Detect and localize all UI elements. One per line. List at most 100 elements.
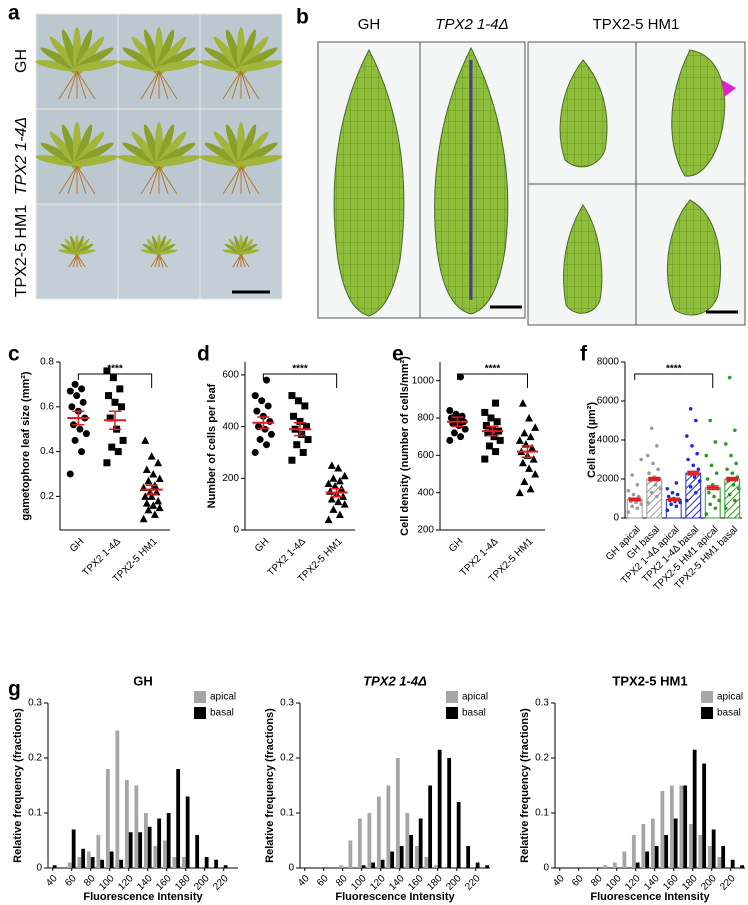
point [670,490,675,495]
bar [143,813,148,868]
point [263,376,271,384]
x-tick-label: 120 [368,873,388,893]
point [141,492,150,500]
x-tick-label: 140 [387,873,407,893]
bar [119,859,124,868]
error-bar [486,425,499,437]
bar [654,846,659,868]
point [705,477,710,481]
point [518,399,527,407]
bar [96,835,101,868]
y-tick-label: 200 [417,525,434,536]
rhizoid [58,165,78,195]
panel-label: a [8,2,20,25]
y-tick-label: 0.3 [28,698,42,709]
point [690,444,694,448]
rhizoid [158,165,169,195]
bar [357,818,362,868]
y-tick-label: 0.4 [40,446,54,457]
bar [100,859,105,868]
point [261,425,269,433]
row-label: TPX2-5 HM1 [13,205,30,298]
bar [386,785,391,868]
y-axis-label: Cell density (number of cells/mm²) [399,356,411,536]
row-label: GH [13,49,30,73]
rhizoid [240,165,260,195]
point [646,500,650,505]
rhizoid [158,70,178,100]
y-tick-label: 4000 [597,435,620,446]
x-tick-label: 120 [116,873,136,893]
rhizoid [158,165,178,195]
x-tick-label: 160 [406,873,426,893]
x-tick-label: 200 [699,873,719,893]
point [457,433,465,441]
point [526,432,535,441]
point [665,508,670,512]
point [655,444,659,448]
bar [679,785,684,868]
x-tick-label: 180 [425,873,445,893]
rhizoid [158,70,169,100]
bar [437,749,442,868]
moss-leaf [238,249,260,255]
bar [692,749,697,868]
bar [176,769,181,868]
bar [485,865,490,868]
x-tick-label: 100 [604,873,624,893]
point [520,428,529,437]
significance-label: **** [485,364,501,375]
point [713,440,718,444]
rhizoid [154,254,160,268]
point [103,459,111,467]
point [651,461,655,466]
point [675,492,680,497]
point [266,417,274,425]
y-tick-label: 6000 [597,396,620,407]
error-bar [72,410,85,426]
arrowhead [722,80,736,97]
bar [338,865,343,868]
point [296,417,304,425]
point [725,467,729,472]
bar [138,832,143,868]
point [142,465,151,474]
point [334,497,343,506]
point [119,436,127,444]
moss-leaf [235,60,283,72]
y-tick-label: 600 [222,370,239,381]
rhizoid [236,254,242,268]
point [482,421,490,429]
bar [424,857,429,868]
point [685,498,689,503]
x-tick-label: 160 [154,873,174,893]
point [492,399,500,407]
bar [204,857,209,868]
point [665,486,670,491]
point [339,492,348,500]
point [630,473,634,477]
bar [669,785,674,868]
bar [612,862,617,868]
point [649,490,654,495]
point [251,448,259,456]
x-tick-label: 180 [680,873,700,893]
bar [475,862,480,868]
point [724,442,728,446]
bar [409,835,414,868]
point [714,471,719,475]
point [731,483,736,487]
point [78,448,86,456]
x-tick-label: 220 [211,873,231,893]
panel-label: e [392,343,404,366]
rhizoid [158,254,168,268]
point [68,403,76,411]
point [518,458,527,467]
error-bar [726,476,739,482]
rhizoid [76,254,86,268]
point [327,461,336,469]
point [71,380,79,388]
bar [90,857,95,868]
error-bar [521,445,534,458]
bar [214,859,219,868]
